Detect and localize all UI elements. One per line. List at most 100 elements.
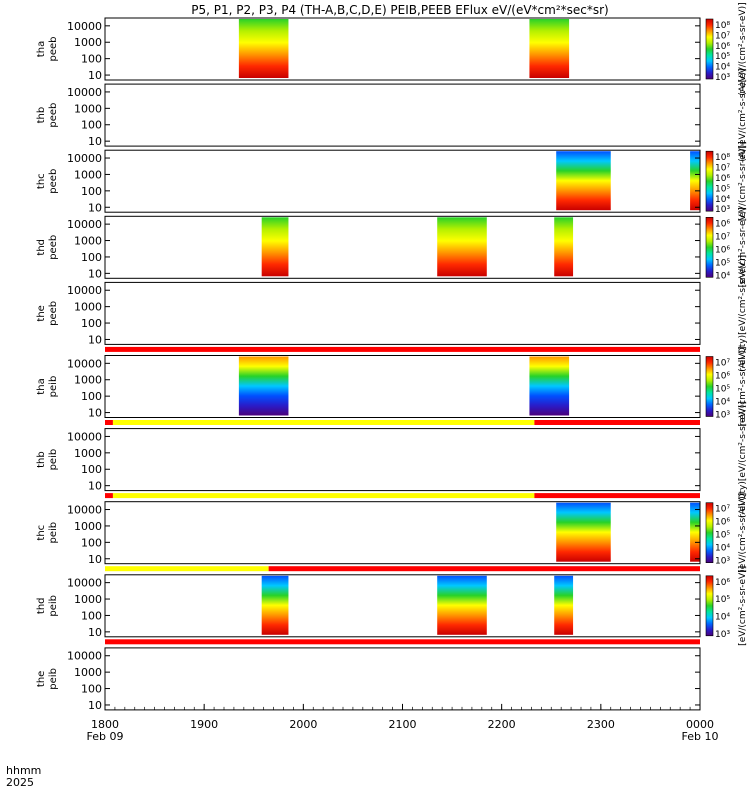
y-tick-label: 1000 xyxy=(74,520,102,533)
colorbar-tick-label: 10⁴ xyxy=(715,398,730,408)
colorbar-tick-label: 10⁵ xyxy=(715,184,730,194)
y-tick-label: 100 xyxy=(81,609,102,622)
colorbar xyxy=(705,502,714,564)
mode-bar-segment xyxy=(105,493,113,499)
colorbar-label: (A)[eV/(cm²-s-sr-eV)] xyxy=(738,2,748,95)
mode-bar-segment xyxy=(105,346,700,352)
y-tick-label: 1000 xyxy=(74,102,102,115)
colorbar xyxy=(705,217,714,278)
panel-quantity-label: peib xyxy=(48,668,59,690)
panel-quantity-label: peib xyxy=(48,376,59,398)
chart-title: P5, P1, P2, P3, P4 (TH-A,B,C,D,E) PEIB,P… xyxy=(191,3,608,17)
y-tick-label: 1000 xyxy=(74,235,102,248)
colorbar-tick-label: 10³ xyxy=(715,411,730,421)
mode-bar-segment xyxy=(534,420,700,425)
colorbar-tick-label: 10⁵ xyxy=(715,531,730,541)
x-axis-label: hhmm xyxy=(6,764,41,777)
y-tick-label: 1000 xyxy=(74,666,102,679)
y-tick-label: 100 xyxy=(81,251,102,264)
panel-probe-label: thd xyxy=(36,597,47,614)
y-tick-label: 10 xyxy=(88,407,102,420)
y-tick-label: 10 xyxy=(88,69,102,82)
colorbar-tick-label: 10⁵ xyxy=(715,258,730,268)
y-tick-label: 10000 xyxy=(67,86,102,99)
panel-quantity-label: peeb xyxy=(48,103,59,128)
panel-frame xyxy=(104,647,701,711)
colorbar-tick-label: 10⁶ xyxy=(715,174,730,184)
panel-probe-label: thd xyxy=(36,239,47,256)
panel-the-peib: 10000 1000 100 10 the peib xyxy=(36,647,701,712)
panel-frame xyxy=(104,215,701,279)
colorbar-tick-label: 10³ xyxy=(715,557,730,567)
colorbar xyxy=(705,575,714,637)
y-tick-label: 10000 xyxy=(67,504,102,517)
colorbar-tick-label: 10⁷ xyxy=(715,31,730,41)
colorbar-tick-label: 10⁶ xyxy=(715,245,730,255)
colorbar-tick-label: 10⁵ xyxy=(715,52,730,62)
colorbar-label: (All Qty)[eV/(cm²-s-sr-eV)] xyxy=(738,255,748,372)
y-tick-label: 100 xyxy=(81,536,102,549)
spectrogram-burst xyxy=(556,502,611,562)
y-tick-label: 10 xyxy=(88,480,102,493)
x-tick-label: 2100 xyxy=(389,718,417,731)
y-tick-label: 10000 xyxy=(67,284,102,297)
y-tick-label: 10 xyxy=(88,267,102,280)
panel-quantity-label: peib xyxy=(48,595,59,617)
colorbar-tick-label: 10⁸ xyxy=(715,153,730,163)
x-tick-label: 0000 xyxy=(686,718,714,731)
colorbar-tick-label: 10⁶ xyxy=(715,578,730,588)
spectrogram-burst xyxy=(556,151,611,211)
y-tick-label: 1000 xyxy=(74,593,102,606)
colorbar-tick-label: 10³ xyxy=(715,205,730,215)
year-label: 2025 xyxy=(6,776,34,789)
x-tick-label: 1800 xyxy=(91,718,119,731)
panel-quantity-label: peeb xyxy=(48,235,59,260)
y-tick-label: 1000 xyxy=(74,168,102,181)
spectrogram-burst xyxy=(261,575,289,635)
y-tick-label: 1000 xyxy=(74,447,102,460)
colorbar-label: [eV/(cm²-s-sr-eV)] xyxy=(738,346,748,426)
spectrogram-burst xyxy=(437,217,487,277)
colorbar-tick-label: 10⁶ xyxy=(715,42,730,52)
panel-frame xyxy=(104,83,701,147)
mode-bar-segment xyxy=(268,566,700,572)
panel-frame xyxy=(104,17,701,81)
colorbar-tick-label: 10⁴ xyxy=(715,63,730,73)
colorbar-tick-label: 10⁴ xyxy=(715,195,730,205)
y-tick-label: 1000 xyxy=(74,36,102,49)
x-tick-label: 2000 xyxy=(289,718,317,731)
spectrogram-burst xyxy=(529,356,570,416)
panel-frame xyxy=(104,281,701,345)
panel-probe-label: thc xyxy=(36,173,47,189)
colorbar-tick-label: 10⁶ xyxy=(715,219,730,229)
colorbar-tick-label: 10⁷ xyxy=(715,359,730,369)
colorbar-label: [eV/(cm²-s-sr-eV)] xyxy=(738,493,748,573)
panel-frame xyxy=(104,149,701,213)
y-tick-label: 10000 xyxy=(67,650,102,663)
panel-tha-peib: 10000 1000 100 10 tha peib 10⁷ 10⁶ 10⁵ 10⁴ 10³ [eV/… xyxy=(36,346,748,426)
panel-frame xyxy=(104,501,701,565)
colorbar-tick-label: 10⁴ xyxy=(715,544,730,554)
panel-quantity-label: peeb xyxy=(48,37,59,62)
panel-probe-label: the xyxy=(36,671,47,687)
y-tick-label: 10 xyxy=(88,201,102,214)
y-tick-label: 100 xyxy=(81,683,102,696)
panel-thd-peeb: 10000 1000 100 10 thd peeb 10⁶ 10⁷ 10⁶ 10⁵ 10⁴ [eV/… xyxy=(36,207,748,287)
y-tick-label: 10000 xyxy=(67,357,102,370)
panel-thc-peib: 10000 1000 100 10 thc peib 10⁷ 10⁶ 10⁵ 10⁴ 10³ [eV/… xyxy=(36,493,748,573)
panel-frame xyxy=(104,355,701,418)
spectrogram-burst xyxy=(554,217,574,277)
y-tick-label: 100 xyxy=(81,317,102,330)
y-tick-label: 100 xyxy=(81,390,102,403)
y-tick-label: 10 xyxy=(88,333,102,346)
colorbar-tick-label: 10⁵ xyxy=(715,595,730,605)
panel-thb-peeb: 10000 1000 100 10 thb peeb (A)[eV/(cm²-s-sr-eV… xyxy=(36,68,748,161)
y-tick-label: 1000 xyxy=(74,374,102,387)
mode-bar-segment xyxy=(112,420,535,425)
colorbar-tick-label: 10⁴ xyxy=(715,612,730,622)
colorbar xyxy=(705,18,714,80)
